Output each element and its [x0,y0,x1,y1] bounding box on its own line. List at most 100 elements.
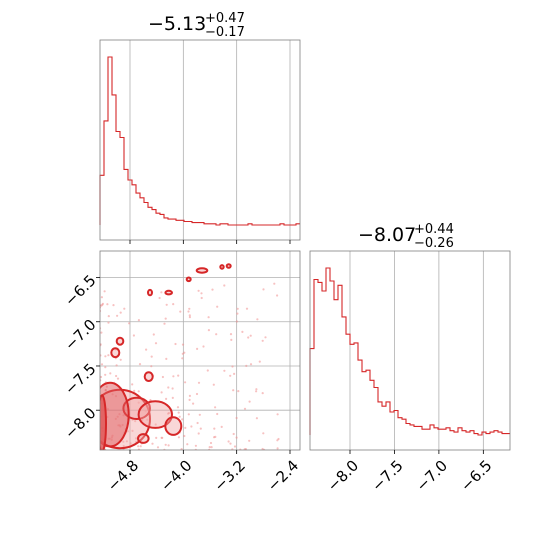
joint-sample-point [188,316,191,319]
joint-x-tick-label: −4.8 [104,457,142,495]
joint-sample-point [100,363,104,366]
joint-sample-point [161,375,164,379]
joint-contour-level-1 [137,400,174,429]
joint-sample-point [100,304,103,307]
joint-sample-point [216,305,219,308]
joint-sample-point [197,289,200,292]
joint-sample-point [131,383,134,386]
joint-sample-point [258,360,261,363]
joint-x-tick-label: −2.4 [264,457,302,495]
joint-sample-point [235,436,238,439]
joint-sample-point [167,444,170,447]
joint-sample-point [116,377,120,380]
joint-sample-point [172,303,175,306]
joint-sample-point [115,364,118,367]
hist1-ticks [129,240,291,244]
joint-sample-point [119,358,122,361]
joint-sample-point [125,440,128,443]
joint-sample-point [134,420,137,423]
joint-sample-point [233,372,236,375]
joint-sample-point [231,365,234,368]
joint-sample-point [190,425,193,428]
joint-sample-point [181,352,184,355]
joint-sample-point [171,396,174,399]
joint-sample-point [199,427,202,430]
param1-title-minus: −0.17 [205,25,245,40]
joint-sample-point [164,317,167,320]
joint-sample-point [212,383,215,386]
joint-sample-point [177,374,180,377]
joint-y-tick-label: −8.0 [61,404,99,442]
hist1-gridlines [129,40,291,240]
joint-sample-point [237,390,240,393]
joint-sample-point [211,288,214,291]
joint-sample-point [245,307,249,310]
joint-sample-point [134,437,138,440]
joint-sample-point [137,445,140,448]
joint-contour-level-1 [143,371,154,383]
joint-x-tick-labels: −4.8 −4.0 −3.2 −2.4 [104,457,302,495]
joint-sample-point [229,333,233,336]
joint-sample-point [195,392,199,396]
joint-sample-point [106,303,109,306]
hist2-x-tick-label: −6.5 [457,457,495,495]
joint-sample-point [181,418,184,421]
joint-sample-point [261,447,264,450]
joint-contour-level-1 [219,264,225,270]
joint-sample-point [196,347,199,350]
joint-sample-point [276,439,279,442]
joint-sample-point [177,436,180,439]
joint-sample-point [178,415,181,418]
hist2-gridlines [349,251,484,450]
joint-sample-point [115,374,118,378]
joint-sample-point [137,319,140,322]
joint-sample-point [167,386,170,389]
hist1-series-line [99,56,300,226]
joint-contour-level-2 [100,381,130,448]
joint-sample-point [107,321,110,324]
joint-sample-point [152,333,155,336]
joint-sample-point [129,442,132,445]
joint-sample-point [206,369,209,372]
param2-title-minus: −0.26 [414,236,454,251]
joint-sample-point [248,400,251,403]
joint-sample-point [232,432,235,436]
joint-sample-point [145,348,148,351]
joint-sample-point [214,406,217,409]
joint-sample-point [200,296,203,300]
param2-title-plus: +0.44 [414,222,454,237]
joint-sample-point [197,432,200,435]
joint-y-tick-label: −6.5 [61,271,99,309]
joint-sample-point [150,365,153,368]
joint-sample-point [262,432,265,435]
joint-sample-point [255,390,258,393]
joint-sample-point [104,366,107,369]
joint-sample-point [210,446,213,449]
joint-contour-level-1 [147,288,153,297]
joint-sample-point [188,398,191,401]
joint-sample-point [227,440,230,443]
joint-sample-point [164,443,167,446]
joint-sample-point [256,318,259,321]
joint-sample-point [131,429,134,432]
joint-x-tick-label: −4.0 [157,457,195,495]
joint-sample-point [167,412,170,415]
joint-sample-point [188,394,191,397]
joint-sample-point [146,418,149,421]
joint-sample-point [107,354,110,357]
joint-sample-point [158,296,161,300]
joint-sample-point [255,417,258,420]
joint-sample-point [235,416,238,420]
joint-sample-point [229,374,232,377]
joint-sample-point [262,288,265,291]
joint-sample-point [207,329,210,332]
hist-param2-panel: −8.0 −7.5 −7.0 −6.5 −8.07 +0.44 −0.26 [309,222,511,495]
joint-sample-point [241,330,244,333]
joint-contour-level-1 [195,267,209,274]
joint-sample-point [236,307,239,310]
joint-sample-point [249,363,253,366]
joint-contours [100,263,232,450]
joint-sample-point [103,290,106,293]
joint-sample-point [156,446,160,449]
